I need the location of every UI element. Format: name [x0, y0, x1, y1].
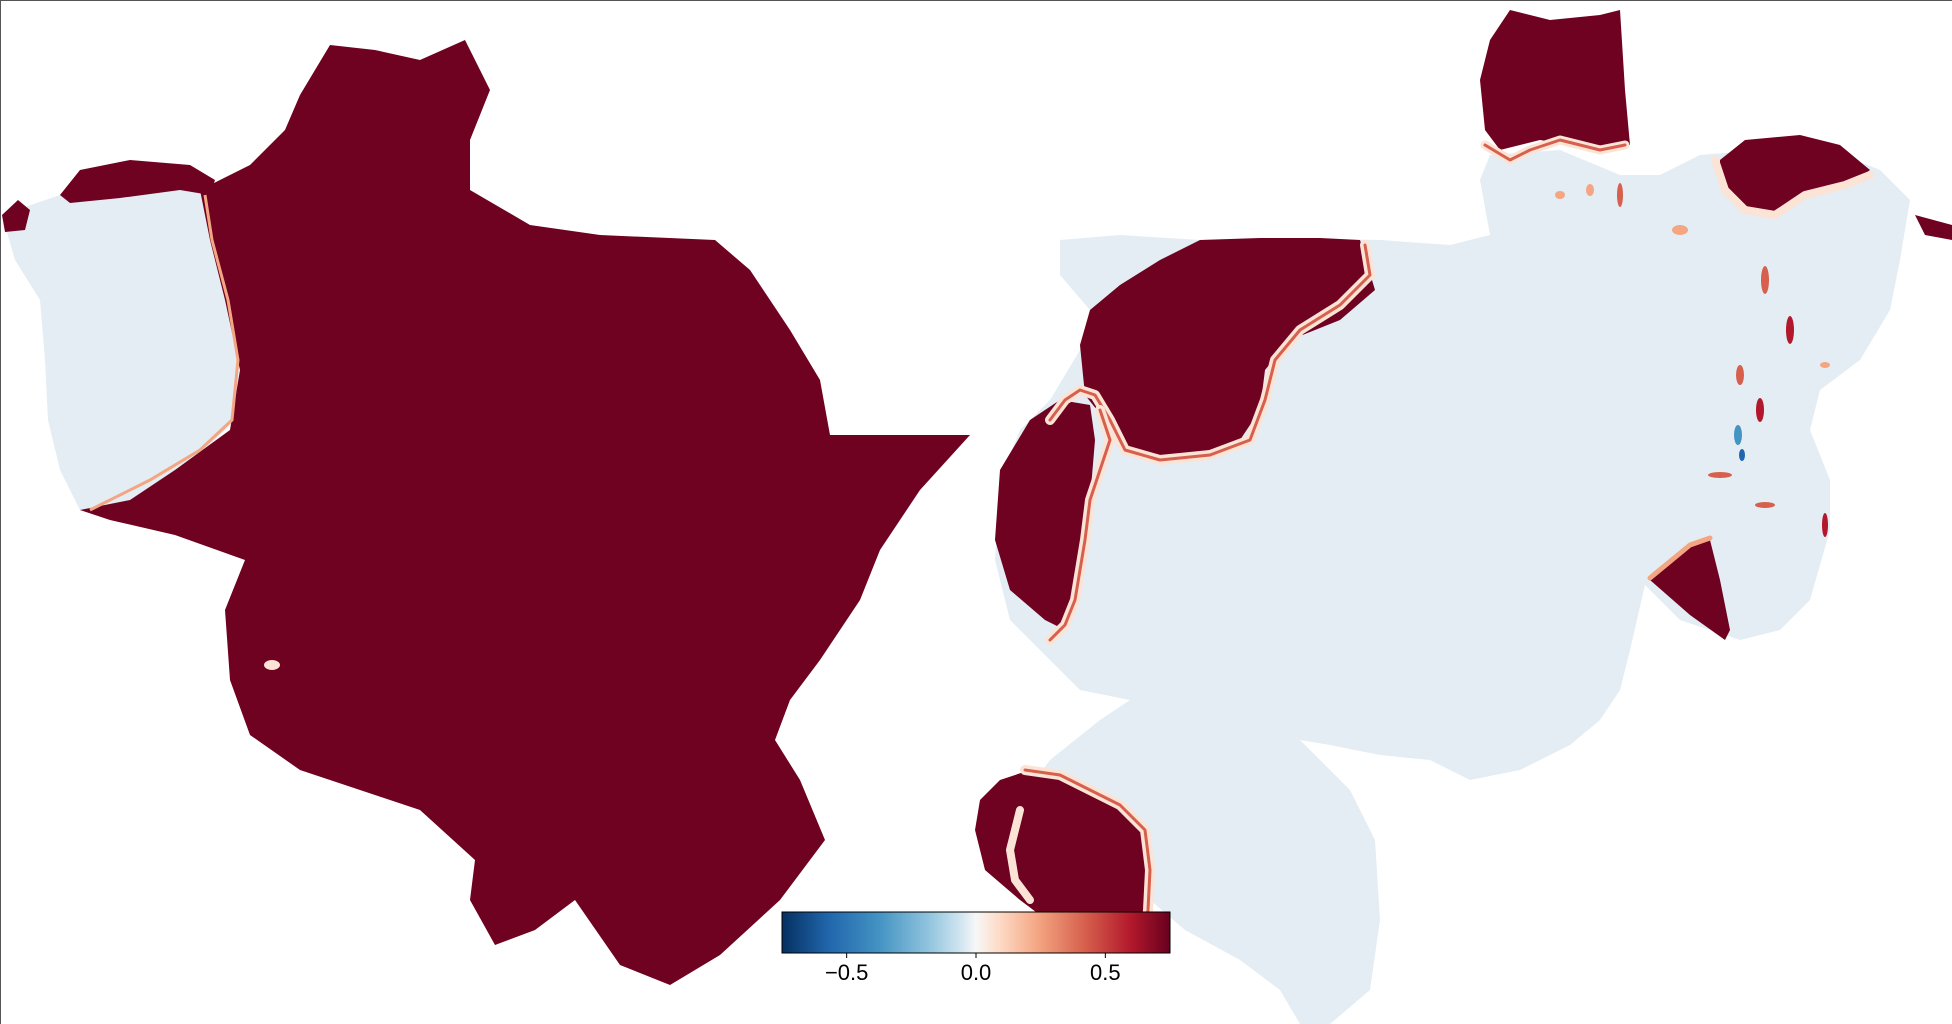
right-hemisphere-top-right-block [1720, 135, 1870, 215]
spot [1672, 225, 1688, 235]
right-hemisphere-lower-right-patch [1650, 540, 1730, 640]
top-block-boundary-edge [1483, 138, 1627, 162]
spot [1617, 183, 1623, 207]
left-hemisphere-lateral-region [2, 178, 240, 510]
right-hemisphere [975, 10, 1952, 1024]
right-hemisphere-far-right-patch [1915, 215, 1952, 240]
right-hemisphere-spots [1555, 183, 1830, 537]
spot [1786, 316, 1794, 344]
bottom-boundary-curve-edge [1023, 768, 1152, 937]
spot [1555, 191, 1565, 199]
spot [1736, 365, 1744, 385]
left-hemisphere-small-spot [264, 660, 280, 670]
right-hemisphere-top-block [1480, 10, 1630, 150]
flank-boundary-curve-edge [1048, 408, 1112, 642]
right-hemisphere-left-flank [995, 400, 1095, 630]
colorbar-tick-label: 0.0 [961, 960, 992, 985]
colorbar-ticks: −0.5 0.0 0.5 [825, 953, 1121, 985]
left-hemisphere-corner-patch [2, 200, 30, 232]
spot [1761, 266, 1769, 294]
spot [1739, 449, 1745, 461]
spot [1708, 472, 1732, 478]
left-frame-border [0, 0, 1, 1024]
top-right-boundary [1711, 156, 1874, 219]
colorbar-gradient [781, 911, 1171, 954]
top-frame-border [0, 0, 1952, 1]
colorbar: −0.5 0.0 0.5 [781, 911, 1171, 985]
colorbar-tick-label: 0.5 [1090, 960, 1121, 985]
left-hemisphere-main-region [80, 40, 970, 985]
lower-right-boundary [1647, 535, 1713, 581]
left-hemisphere [2, 40, 970, 985]
spot [1734, 425, 1742, 445]
spot [1756, 398, 1764, 422]
bottom-left-boundary [1006, 806, 1034, 904]
left-hemisphere-top-strip [60, 160, 215, 203]
spot [1820, 362, 1830, 368]
upper-boundary-curve-edge [1048, 243, 1372, 462]
left-hemisphere-boundary [89, 194, 240, 512]
spot [1586, 184, 1594, 196]
right-hemisphere-upper-region [1080, 238, 1375, 460]
spot [1755, 502, 1775, 508]
spot [1822, 513, 1828, 537]
colorbar-tick-label: −0.5 [825, 960, 868, 985]
right-hemisphere-boundaries [1006, 135, 1874, 940]
